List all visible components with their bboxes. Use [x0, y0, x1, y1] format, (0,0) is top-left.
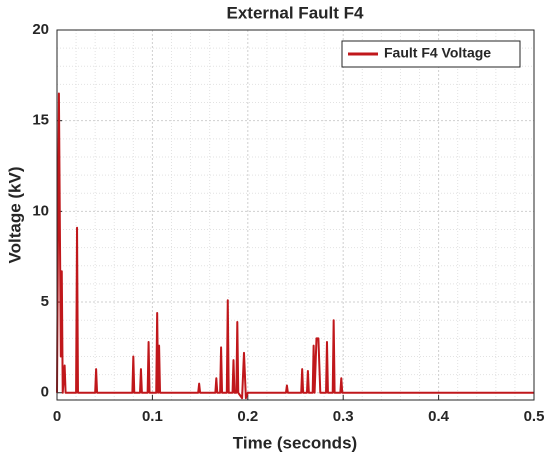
y-tick-label: 10	[32, 202, 49, 219]
x-tick-label: 0	[53, 408, 61, 425]
x-axis-label: Time (seconds)	[233, 433, 357, 452]
x-tick-label: 0.4	[428, 408, 450, 425]
legend-label: Fault F4 Voltage	[384, 45, 491, 61]
y-tick-label: 5	[41, 293, 49, 310]
x-tick-label: 0.5	[524, 408, 545, 425]
x-tick-label: 0.2	[237, 408, 258, 425]
x-tick-label: 0.3	[333, 408, 354, 425]
chart-title: External Fault F4	[227, 3, 365, 22]
y-tick-label: 15	[32, 112, 49, 129]
y-axis-label: Voltage (kV)	[5, 167, 24, 264]
y-tick-label: 0	[41, 384, 49, 401]
data-line	[56, 92, 534, 400]
y-tick-label: 20	[32, 21, 49, 38]
x-tick-label: 0.1	[142, 408, 163, 425]
legend: Fault F4 Voltage	[341, 40, 521, 68]
plot-frame	[56, 29, 535, 401]
